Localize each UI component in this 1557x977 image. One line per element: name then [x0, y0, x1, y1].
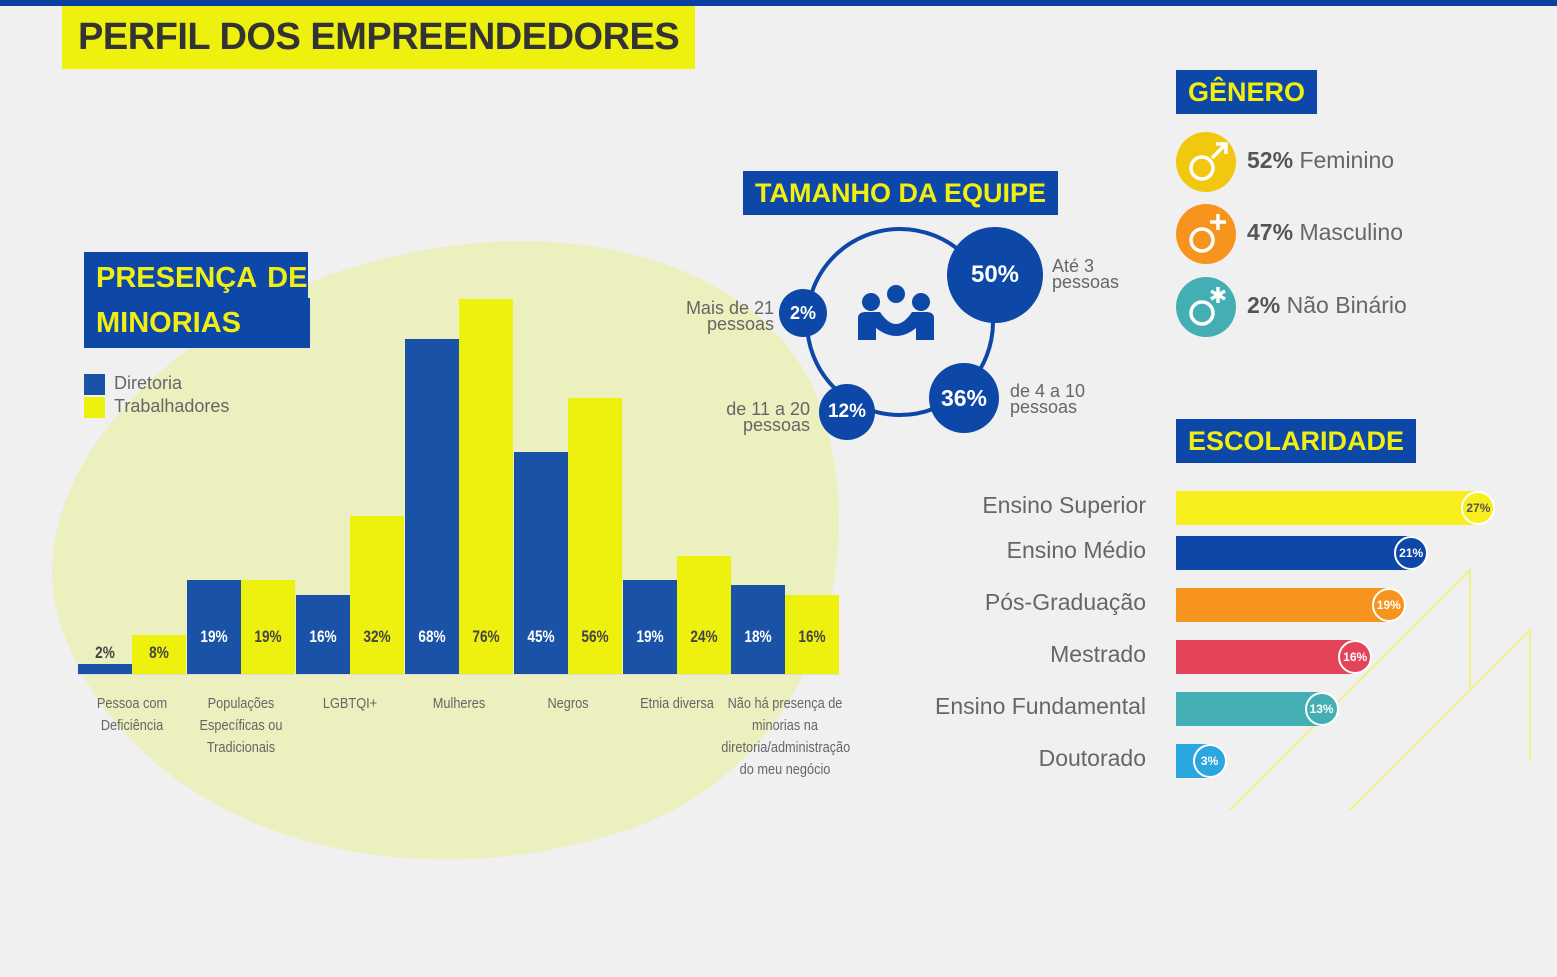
- bar-value-label: 56%: [581, 627, 609, 646]
- gender-pct: 47%: [1247, 219, 1294, 245]
- bar-value-label: 8%: [149, 643, 169, 662]
- bar-value-label: 24%: [690, 627, 718, 646]
- bar-value-label: 18%: [744, 627, 772, 646]
- bar-trabalhadores: [241, 580, 295, 674]
- education-label: Pós-Graduação: [984, 589, 1146, 615]
- nonbinary-symbol-icon: [1176, 277, 1236, 337]
- gender-label: Masculino: [1299, 219, 1403, 245]
- bar-trabalhadores: [350, 516, 404, 674]
- bar-value-label: 76%: [472, 627, 500, 646]
- bar-diretoria: [623, 580, 677, 674]
- gender-title: GÊNERO: [1176, 70, 1318, 114]
- bar-diretoria: [187, 580, 241, 674]
- education-value: 16%: [1338, 640, 1373, 674]
- education-value: 27%: [1461, 491, 1496, 525]
- category-label: Etnia diversa: [640, 695, 714, 712]
- bar-diretoria: [514, 452, 568, 674]
- male-symbol-icon: [1176, 132, 1236, 192]
- education-bar: [1176, 692, 1322, 726]
- team-bubble-2: 2%: [779, 289, 827, 337]
- bar-value-label: 2%: [95, 643, 115, 662]
- education-title: ESCOLARIDADE: [1176, 419, 1417, 463]
- gender-item: 47% Masculino: [1247, 219, 1403, 246]
- legend-diretoria: Diretoria: [114, 373, 183, 393]
- decorative-lines: [1229, 567, 1531, 810]
- category-label: Populações Específicas ou Tradicionais: [199, 695, 283, 756]
- category-label: LGBTQI+: [322, 695, 378, 712]
- bar-value-label: 19%: [636, 627, 664, 646]
- label-line: pessoas: [1052, 272, 1120, 292]
- team-label-11-20: de 11 a 20 pessoas: [700, 399, 810, 435]
- x-axis: [78, 674, 840, 675]
- education-label: Doutorado: [1038, 745, 1146, 771]
- bar-value-label: 19%: [254, 627, 282, 646]
- bar-trabalhadores: [785, 595, 839, 674]
- education-bar: [1176, 588, 1389, 622]
- team-label-ate-3: Até 3 pessoas: [1052, 256, 1120, 292]
- category-label: Não há presença de minorias na diretoria…: [721, 695, 851, 778]
- label-line: pessoas: [742, 415, 810, 435]
- label-line: de 4 a 10: [1010, 381, 1086, 401]
- education-bar: [1176, 491, 1479, 525]
- bar-diretoria: [731, 585, 785, 674]
- category-label: Negros: [547, 695, 589, 712]
- education-value: 19%: [1371, 588, 1406, 622]
- team-bubble-36: 36%: [929, 363, 999, 433]
- gender-label: Feminino: [1299, 147, 1395, 173]
- education-label: Ensino Superior: [982, 492, 1146, 518]
- team-size-title: TAMANHO DA EQUIPE: [743, 171, 1059, 215]
- team-label-21: Mais de 21 pessoas: [664, 298, 774, 334]
- bar-diretoria: [78, 664, 132, 674]
- gender-pct: 52%: [1247, 147, 1294, 173]
- team-bubble-12: 12%: [819, 384, 875, 440]
- bar-diretoria: [296, 595, 350, 674]
- bar-trabalhadores: [568, 397, 622, 674]
- minorities-title-text: PRESENÇA DE MINORIAS: [96, 262, 308, 339]
- team-icon: [858, 285, 934, 340]
- bar-trabalhadores: [677, 555, 731, 674]
- education-value: 3%: [1192, 744, 1227, 778]
- bar-value-label: 68%: [418, 627, 446, 646]
- male-female-symbol-icon: [1176, 204, 1236, 264]
- bar-value-label: 32%: [363, 627, 391, 646]
- bar-trabalhadores: [459, 299, 513, 674]
- bar-value-label: 16%: [798, 627, 826, 646]
- education-label: Mestrado: [1050, 641, 1146, 667]
- bar-value-label: 45%: [527, 627, 555, 646]
- legend-swatch-diretoria: [84, 374, 105, 395]
- team-label-4-10: de 4 a 10 pessoas: [1010, 381, 1086, 417]
- bar-value-label: 16%: [309, 627, 337, 646]
- gender-item: 52% Feminino: [1247, 147, 1394, 174]
- education-value: 13%: [1304, 692, 1339, 726]
- team-bubble-50: 50%: [947, 227, 1043, 323]
- category-label: Mulheres: [432, 695, 486, 712]
- legend-swatch-trabalhadores: [84, 397, 105, 418]
- education-label: Ensino Médio: [1006, 537, 1146, 563]
- top-bar: [0, 0, 1557, 6]
- legend-trabalhadores: Trabalhadores: [114, 396, 230, 416]
- label-line: Até 3: [1052, 256, 1095, 276]
- gender-label: Não Binário: [1286, 292, 1407, 318]
- education-label: Ensino Fundamental: [935, 693, 1146, 719]
- education-bar: [1176, 536, 1412, 570]
- bar-diretoria: [405, 338, 459, 674]
- label-line: Mais de 21: [685, 298, 774, 318]
- label-line: pessoas: [706, 314, 774, 334]
- page-title: PERFIL DOS EMPREENDEDORES: [62, 6, 696, 69]
- education-bar: [1176, 640, 1356, 674]
- label-line: de 11 a 20: [726, 399, 810, 419]
- category-label: Pessoa com Deficiência: [96, 695, 168, 734]
- gender-item: 2% Não Binário: [1247, 292, 1407, 319]
- label-line: pessoas: [1010, 397, 1078, 417]
- bar-trabalhadores: [132, 634, 186, 674]
- gender-pct: 2%: [1247, 292, 1281, 318]
- education-value: 21%: [1394, 536, 1429, 570]
- bar-value-label: 19%: [200, 627, 228, 646]
